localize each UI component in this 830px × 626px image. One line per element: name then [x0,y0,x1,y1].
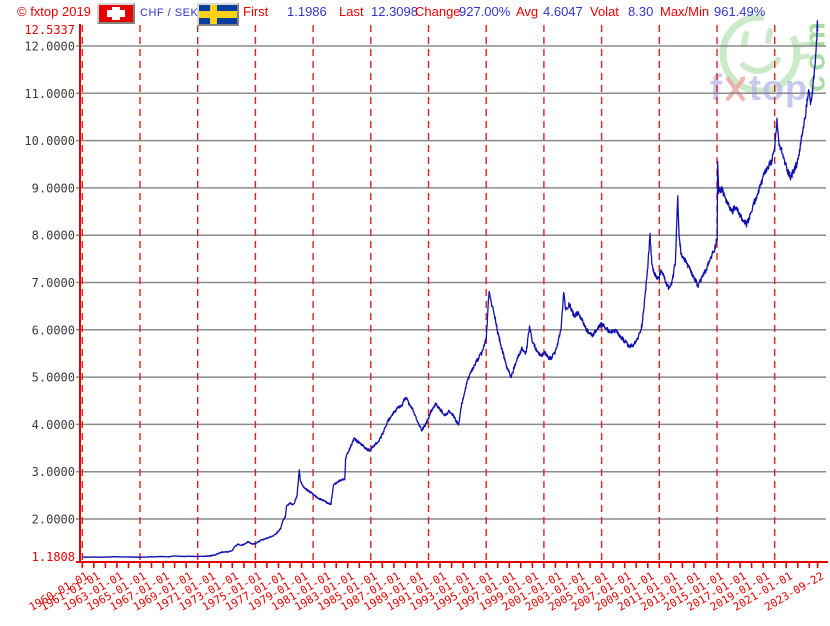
stat-first-value: 1.1986 [287,4,327,19]
stat-first-label: First [243,4,269,19]
y-axis-label: 4.0000 [32,418,75,432]
stat-last-value: 12.3098 [371,4,418,19]
stat-avg-label: Avg [516,4,539,19]
copyright: © fxtop 2019 [17,4,91,19]
y-axis-label: 5.0000 [32,371,75,385]
crossed-arrows-icon [724,72,748,108]
stat-last-label: Last [339,4,364,19]
chart-header: © fxtop 2019 CHF / SEK First 1.1986 Last… [0,0,830,26]
stat-change-value: 927.00% [459,4,511,19]
logo-top: top [749,67,808,108]
logo-f: f [710,67,723,108]
y-axis-label: 10.0000 [24,134,75,148]
y-axis-label: 3.0000 [32,465,75,479]
stat-volat-label: Volat [590,4,619,19]
y-axis-label: 6.0000 [32,323,75,337]
y-axis-label: 7.0000 [32,276,75,290]
y-axis-label: 12.0000 [24,40,75,54]
stat-avg-value: 4.6047 [543,4,583,19]
stat-volat-value: 8.30 [628,4,654,19]
y-axis-label: 11.0000 [24,87,75,101]
y-axis-label: 8.0000 [32,229,75,243]
price-line [81,20,819,559]
y-max-label: 12.5337 [24,23,75,37]
swedish-flag-icon [197,3,239,26]
y-axis-label: 9.0000 [32,181,75,195]
fxtop-logo-text: f top [710,70,808,108]
y-min-label: 1.1808 [32,550,75,564]
stat-maxmin-value: 961.49% [714,4,766,19]
currency-pair: CHF / SEK [140,7,199,19]
swiss-flag-icon [97,3,135,24]
stat-maxmin-label: Max/Min [660,4,710,19]
stat-change-label: Change [415,4,461,19]
y-axis-label: 2.0000 [32,513,75,527]
